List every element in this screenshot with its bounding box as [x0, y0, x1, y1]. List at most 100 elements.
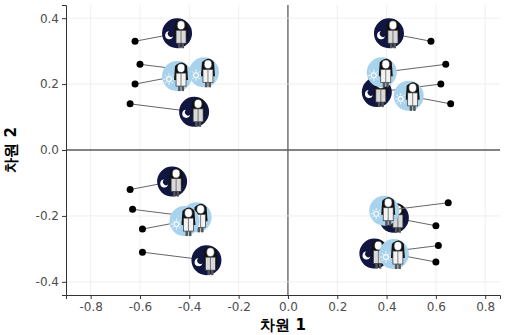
- x-axis-title: 차원 1: [260, 316, 306, 334]
- icon: [379, 239, 409, 269]
- body: [205, 257, 215, 270]
- sun-ray: [376, 208, 377, 210]
- sun-ray: [371, 213, 373, 214]
- tick-mark: [189, 295, 190, 299]
- tick: 0.2: [40, 77, 66, 91]
- face: [204, 60, 212, 69]
- sun-ray: [385, 261, 386, 263]
- body: [193, 109, 203, 122]
- face: [172, 169, 180, 178]
- body: [381, 69, 391, 82]
- body-line: [412, 93, 413, 106]
- grid-line: [66, 281, 500, 282]
- body-line: [181, 30, 182, 43]
- body: [176, 73, 186, 86]
- face: [207, 248, 215, 257]
- sun: [190, 70, 201, 81]
- tick: 0.8: [476, 295, 495, 314]
- tick: -0.2: [227, 295, 250, 314]
- sun-ray: [368, 75, 370, 76]
- sun: [380, 252, 391, 263]
- sun-ray: [389, 253, 390, 254]
- tick: 0.4: [40, 12, 66, 26]
- sun-ray: [179, 220, 180, 221]
- point: [432, 222, 439, 229]
- tick-mark: [436, 295, 437, 299]
- tick-label: -0.4: [36, 275, 59, 289]
- icon: [162, 18, 192, 48]
- leg: [410, 106, 413, 111]
- body-line: [188, 218, 189, 231]
- sun-ray: [192, 71, 193, 72]
- sun-ray: [397, 102, 398, 103]
- point: [445, 199, 452, 206]
- sun-ray: [192, 78, 193, 79]
- tick: 0.4: [378, 295, 397, 314]
- leg: [398, 264, 401, 269]
- moon: [195, 258, 203, 266]
- sun-ray: [379, 216, 380, 217]
- leg: [182, 86, 185, 91]
- leg: [211, 270, 214, 275]
- leg: [198, 227, 201, 232]
- tick-label: -0.8: [79, 300, 102, 314]
- body-line: [392, 30, 393, 43]
- sun-ray: [370, 78, 371, 79]
- sun-ray: [172, 82, 173, 83]
- moon: [160, 180, 168, 188]
- face: [197, 205, 205, 214]
- tick-label: 0.0: [279, 300, 298, 314]
- leg: [398, 228, 401, 233]
- tick-label: -0.2: [36, 209, 59, 223]
- point: [136, 61, 143, 68]
- grid-line: [66, 18, 500, 19]
- leg: [378, 102, 381, 107]
- leg: [178, 43, 181, 48]
- leg: [379, 264, 382, 269]
- leg: [386, 82, 389, 87]
- body: [383, 208, 393, 221]
- sun-ray: [389, 260, 390, 261]
- point: [127, 100, 134, 107]
- face: [394, 242, 402, 251]
- leg: [390, 43, 393, 48]
- sun-ray: [172, 75, 173, 76]
- body-line: [380, 89, 381, 102]
- point: [139, 249, 146, 256]
- leg: [177, 192, 180, 197]
- sun-ray: [379, 210, 380, 211]
- grid-line: [66, 215, 500, 216]
- point: [427, 38, 434, 45]
- body-line: [207, 69, 208, 82]
- icon-background: [162, 61, 192, 91]
- body-line: [210, 257, 211, 270]
- sun-ray: [376, 71, 377, 72]
- point: [129, 206, 136, 213]
- leg: [383, 82, 386, 87]
- tick-mark: [387, 295, 388, 299]
- icon: [189, 57, 219, 87]
- point: [132, 81, 139, 88]
- body-line: [378, 251, 379, 264]
- sun-ray: [403, 95, 404, 96]
- sun-core: [371, 73, 376, 78]
- sun-ray: [376, 218, 377, 220]
- sun-ray: [176, 228, 177, 230]
- point: [435, 242, 442, 249]
- point: [132, 38, 139, 45]
- sun-ray: [176, 219, 177, 221]
- sun-ray: [382, 253, 383, 254]
- icon: [169, 206, 199, 236]
- tick-mark: [62, 216, 66, 217]
- sun-ray: [403, 102, 404, 103]
- sun-ray: [382, 260, 383, 261]
- tick-mark: [62, 282, 66, 283]
- face: [382, 60, 390, 69]
- leg: [201, 227, 204, 232]
- point: [432, 259, 439, 266]
- leg: [413, 106, 416, 111]
- moon: [365, 90, 373, 98]
- icon-background: [191, 245, 221, 275]
- sun-core: [398, 96, 403, 101]
- icon: [179, 97, 209, 127]
